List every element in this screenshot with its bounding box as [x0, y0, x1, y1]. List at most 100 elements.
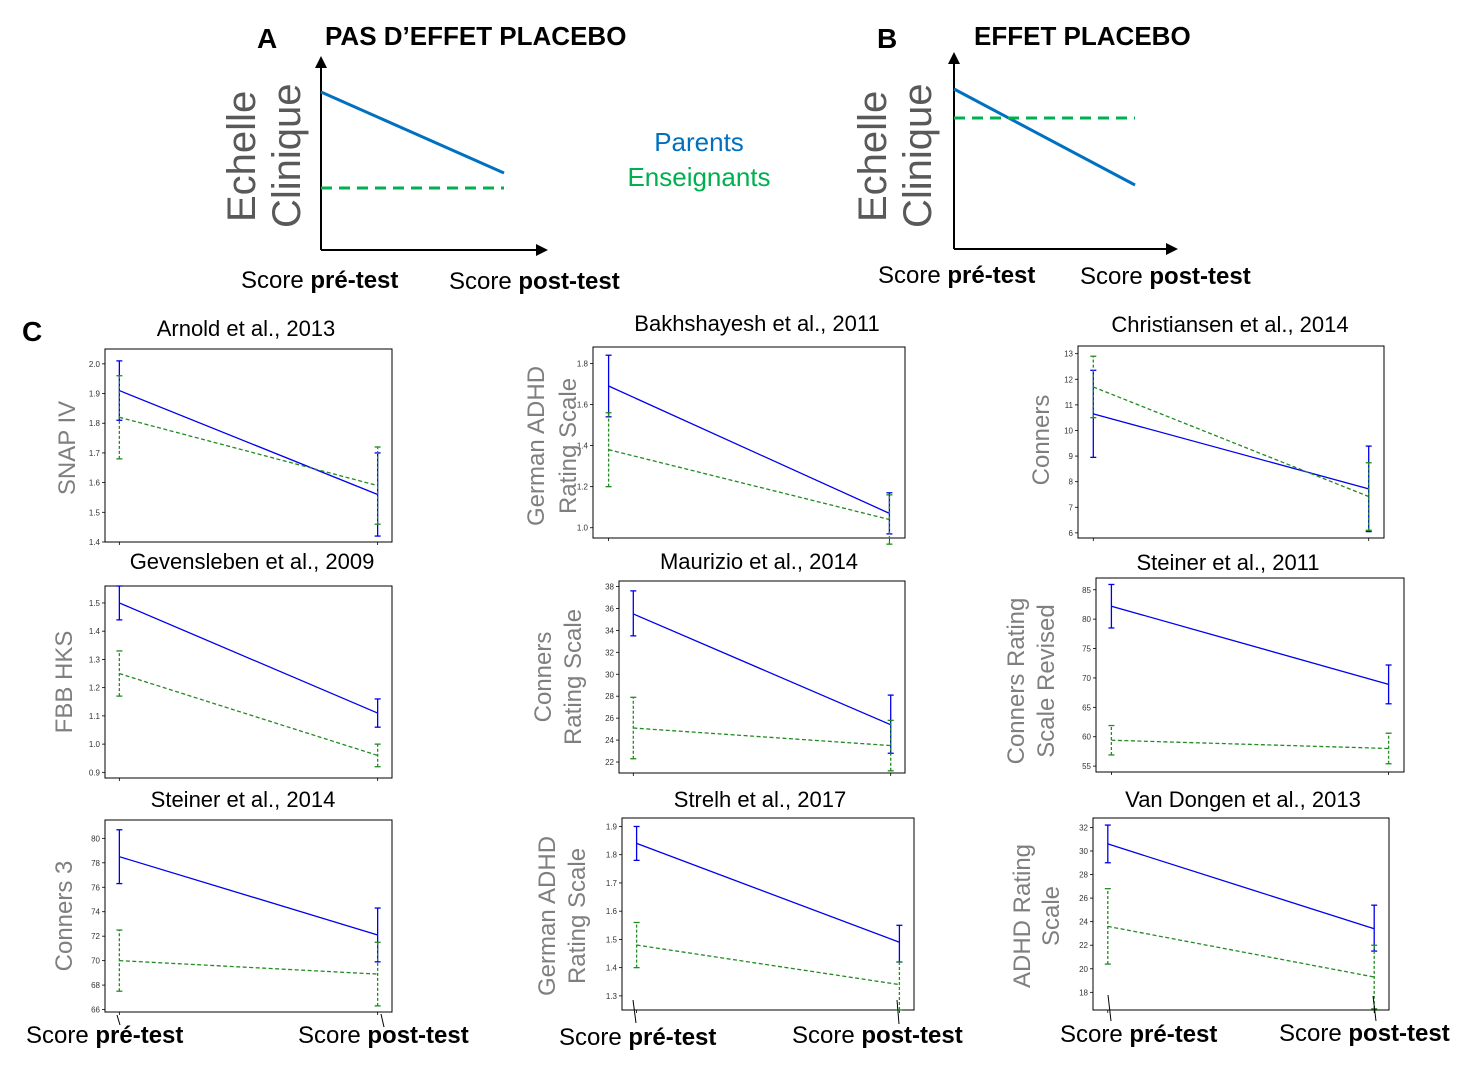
- panel-b-letter: B: [877, 23, 897, 54]
- subplot-title: Steiner et al., 2011: [1136, 550, 1319, 575]
- subplot-frame: [104, 819, 393, 1013]
- panel-b-parents-line: [953, 87, 1136, 187]
- label-leader-line: [1372, 995, 1377, 1022]
- y-tick-label: 0.9: [89, 768, 101, 777]
- y-tick-label: 70: [91, 957, 100, 966]
- y-tick-label: 22: [1079, 941, 1088, 950]
- subplot-3: Christiansen et al., 2014 6 7 8 9 10 11 12 13 Con…: [1028, 312, 1385, 541]
- y-tick-label: 1.8: [606, 851, 618, 860]
- subplot-ylabel: German ADHD: [534, 836, 561, 996]
- parents-series-line: [633, 613, 891, 726]
- subplot-2: Bakhshayesh et al., 2011 1.0 1.2 1.4 1.6 1.8 G…: [523, 311, 906, 545]
- bottom-post-label-col3: Score post-test: [1279, 1020, 1450, 1047]
- subplot-ylabel: Scale Revised: [1033, 604, 1060, 757]
- subplot-ylabel: Scale: [1038, 886, 1065, 946]
- y-tick-label: 24: [1079, 918, 1088, 927]
- teachers-series-line: [633, 727, 891, 747]
- teachers-series-line: [636, 944, 900, 986]
- panel-a-xlabel-pre: Score pré-test: [241, 267, 398, 294]
- panel-a-letter: A: [257, 23, 277, 54]
- y-tick-label: 1.0: [577, 524, 589, 533]
- y-tick-label: 28: [1079, 871, 1088, 880]
- y-tick-label: 18: [1079, 988, 1088, 997]
- y-tick-label: 60: [1082, 733, 1091, 742]
- panel-a-title: PAS D’EFFET PLACEBO: [325, 21, 626, 51]
- teachers-series-line: [119, 959, 378, 975]
- y-tick-label: 1.6: [606, 907, 618, 916]
- y-tick-label: 6: [1069, 529, 1074, 538]
- panel-a-xlabel-post: Score post-test: [449, 268, 620, 295]
- parents-series-line: [119, 856, 378, 936]
- legend: Parents Enseignants: [627, 127, 770, 192]
- subplot-ylabel: ADHD Rating: [1009, 844, 1036, 988]
- subplot-8: Strelh et al., 2017 1.3 1.4 1.5 1.6 1.7 1.8 1.9…: [534, 787, 915, 1013]
- y-tick-label: 10: [1064, 426, 1073, 435]
- y-tick-label: 1.5: [606, 935, 618, 944]
- bottom-post-label-col2: Score post-test: [792, 1022, 963, 1049]
- y-tick-label: 13: [1064, 350, 1073, 359]
- subplot-title: Maurizio et al., 2014: [660, 549, 858, 574]
- parents-series-line: [119, 389, 378, 496]
- panel-a: A PAS D’EFFET PLACEBO Echelle Clinique S…: [220, 21, 626, 295]
- subplot-ylabel: Conners: [530, 632, 557, 723]
- panel-a-parents-line: [320, 90, 505, 175]
- y-tick-label: 1.3: [89, 655, 101, 664]
- subplot-1: Arnold et al., 2013 1.4 1.5 1.6 1.7 1.8 1.9 2.0…: [54, 316, 393, 547]
- y-tick-label: 70: [1082, 674, 1091, 683]
- subplot-9: Van Dongen et al., 2013 18 20 22 24 26 28 30 32 A…: [1009, 787, 1390, 1013]
- subplot-title: Arnold et al., 2013: [157, 316, 336, 341]
- panel-b-title: EFFET PLACEBO: [974, 21, 1191, 51]
- y-tick-label: 66: [91, 1006, 100, 1015]
- parents-series-line: [1107, 843, 1375, 930]
- y-tick-label: 20: [1079, 965, 1088, 974]
- y-tick-label: 2.0: [89, 360, 101, 369]
- panel-a-ylabel: Echelle Clinique: [220, 83, 309, 228]
- parents-series-line: [1111, 605, 1389, 686]
- bottom-pre-label-col1: Score pré-test: [26, 1022, 183, 1049]
- parents-series-line: [636, 842, 900, 943]
- y-tick-label: 80: [91, 834, 100, 843]
- subplot-ylabel: Rating Scale: [564, 848, 591, 984]
- y-tick-label: 1.0: [89, 740, 101, 749]
- subplot-frame: [1077, 345, 1385, 539]
- subplot-frame: [1095, 577, 1405, 773]
- y-tick-label: 85: [1082, 586, 1091, 595]
- y-tick-label: 1.9: [89, 390, 101, 399]
- subplot-title: Van Dongen et al., 2013: [1125, 787, 1361, 812]
- y-tick-label: 1.2: [577, 483, 589, 492]
- y-tick-label: 76: [91, 883, 100, 892]
- subplot-frame: [621, 817, 915, 1011]
- panel-b-xlabel-pre: Score pré-test: [878, 262, 1035, 289]
- legend-enseignants: Enseignants: [627, 162, 770, 192]
- label-leader-line: [896, 999, 900, 1025]
- teachers-series-line: [608, 449, 890, 521]
- subplot-title: Steiner et al., 2014: [151, 787, 336, 812]
- subplot-frame: [618, 580, 906, 774]
- subplot-ylabel: FBB HKS: [51, 631, 78, 734]
- bottom-pre-label-col2: Score pré-test: [559, 1024, 716, 1051]
- subplot-ylabel: Rating Scale: [560, 609, 587, 745]
- teachers-series-line: [1093, 386, 1369, 498]
- subplot-ylabel: SNAP IV: [54, 401, 81, 495]
- y-tick-label: 32: [1079, 823, 1088, 832]
- y-tick-label: 1.1: [89, 712, 101, 721]
- teachers-series-line: [119, 416, 378, 487]
- subplot-ylabel: Conners: [1028, 395, 1055, 486]
- y-tick-label: 1.4: [606, 964, 618, 973]
- y-tick-label: 1.3: [606, 992, 618, 1001]
- parents-series-line: [1093, 413, 1369, 490]
- panel-b-ylabel-line2: Clinique: [896, 83, 940, 228]
- y-tick-label: 1.2: [89, 684, 101, 693]
- subplot-frame: [1092, 817, 1390, 1011]
- panel-c-letter: C: [22, 316, 42, 347]
- y-tick-label: 1.4: [577, 442, 589, 451]
- label-leader-line: [1107, 994, 1112, 1022]
- subplot-ylabel: Conners Rating: [1003, 598, 1030, 765]
- panel-b: B EFFET PLACEBO Echelle Clinique Score p…: [851, 21, 1251, 290]
- panel-b-ylabel: Echelle Clinique: [851, 83, 940, 228]
- y-tick-label: 1.9: [606, 822, 618, 831]
- subplot-frame: [104, 585, 393, 779]
- y-tick-label: 9: [1069, 452, 1074, 461]
- panel-b-xlabel-post: Score post-test: [1080, 263, 1251, 290]
